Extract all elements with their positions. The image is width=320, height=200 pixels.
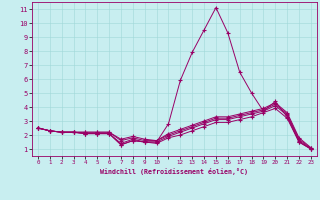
X-axis label: Windchill (Refroidissement éolien,°C): Windchill (Refroidissement éolien,°C) <box>100 168 248 175</box>
